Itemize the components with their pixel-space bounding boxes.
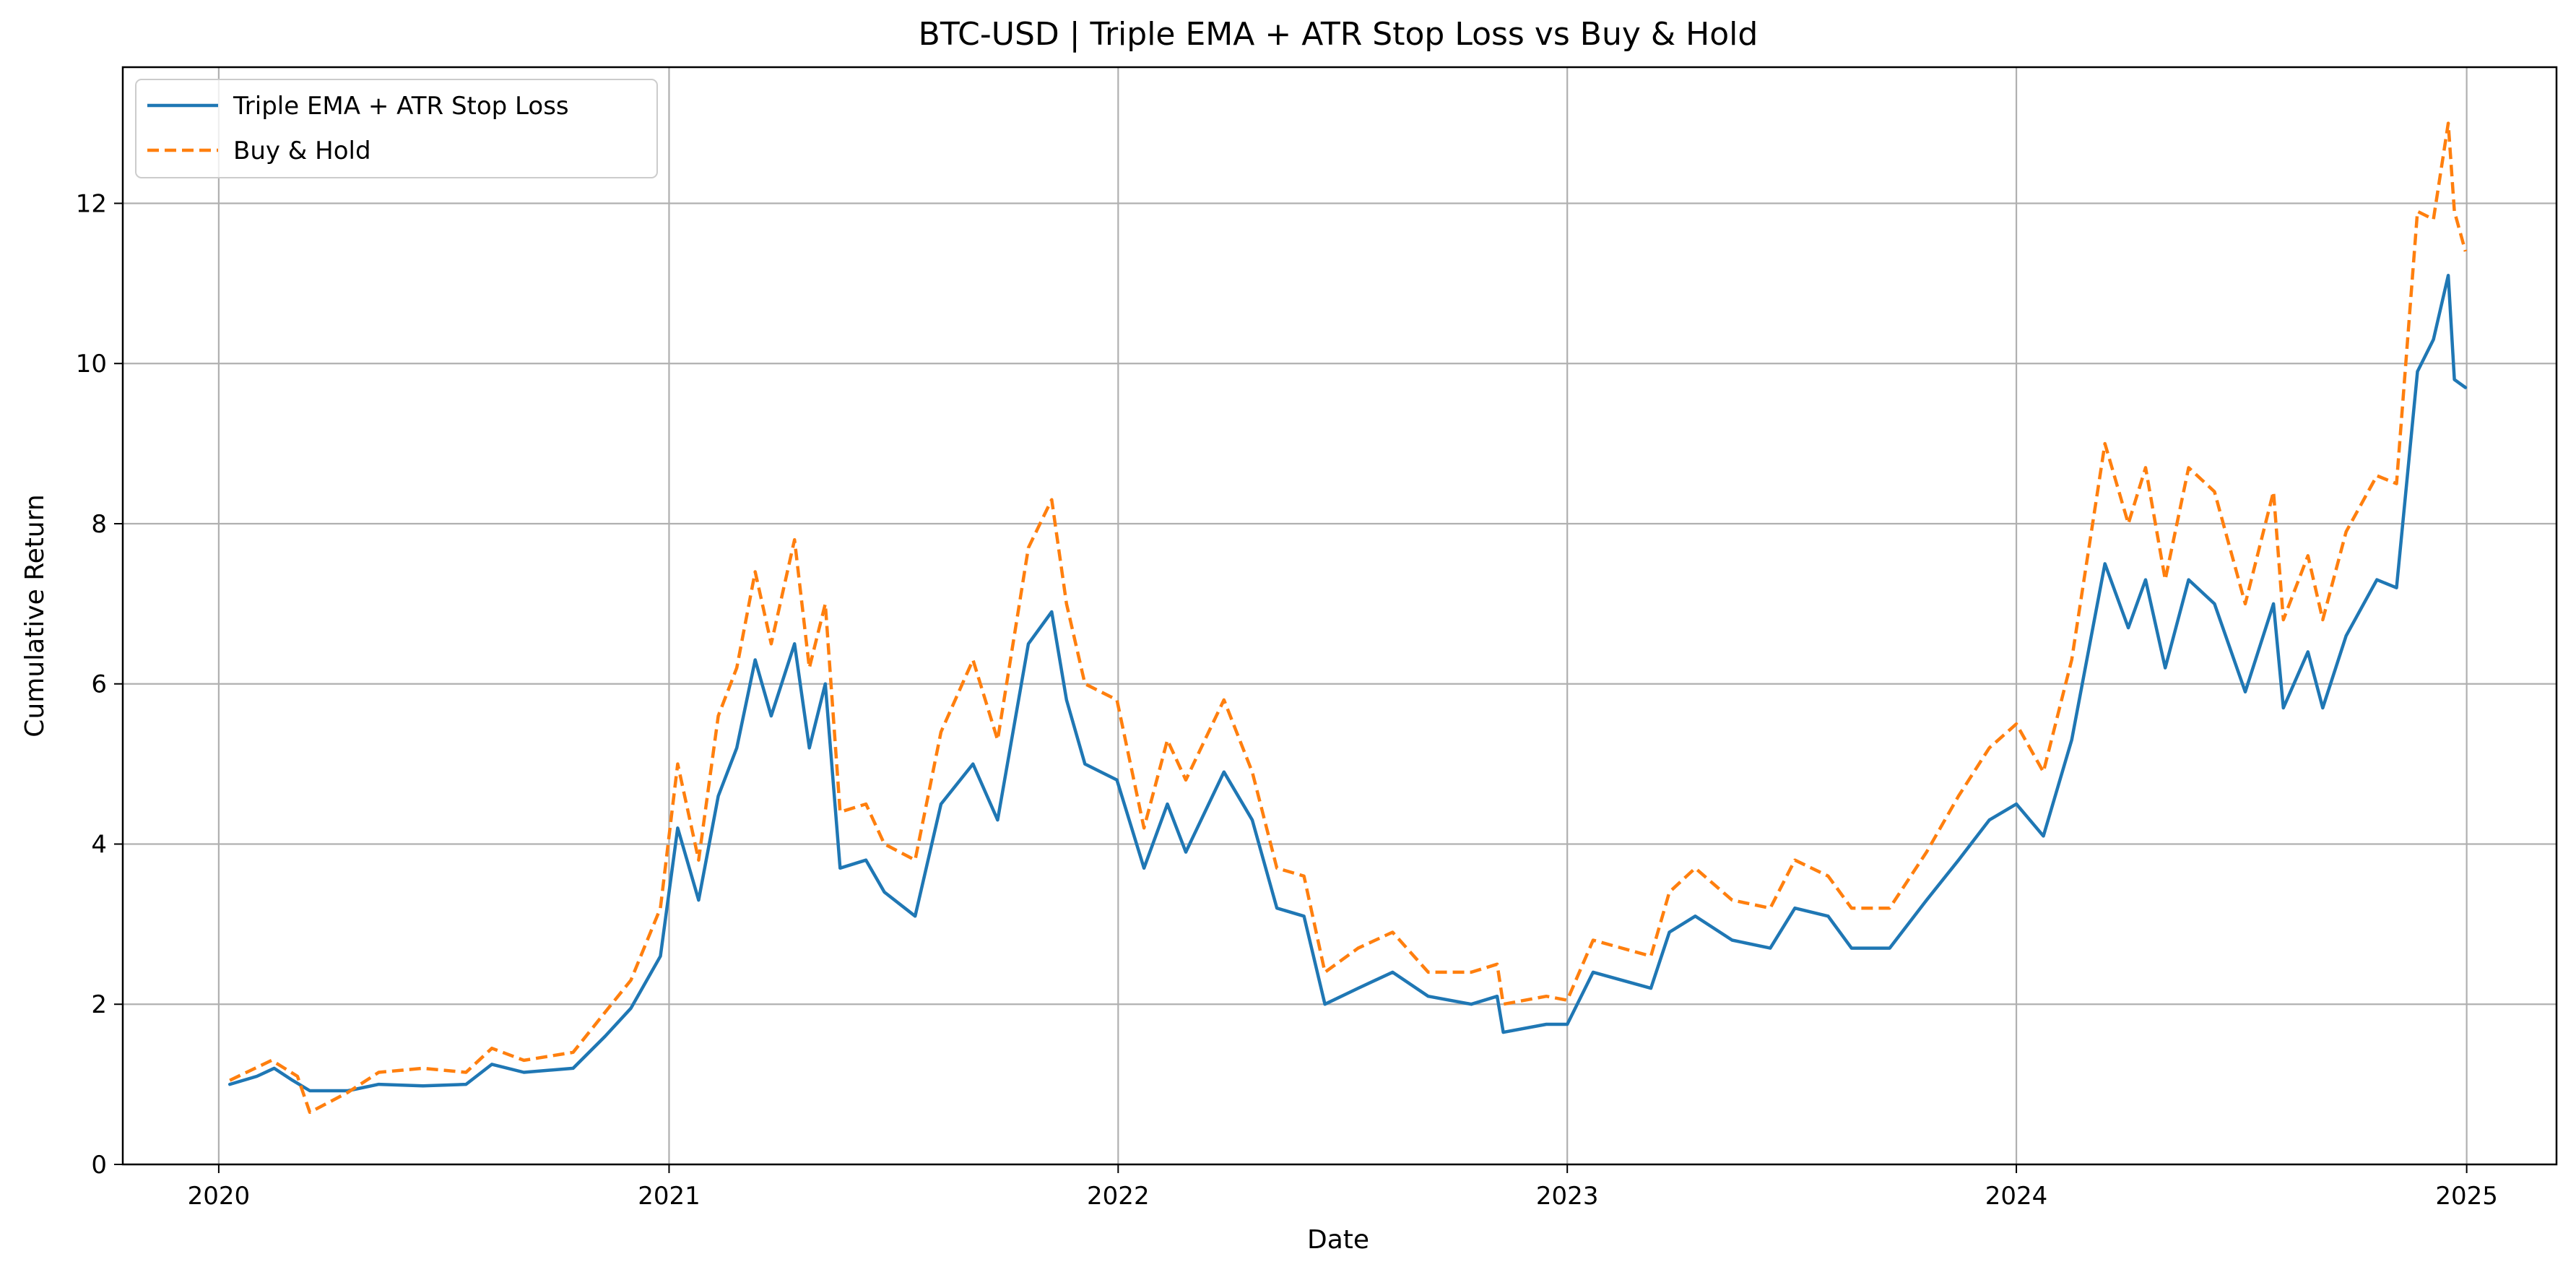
legend-label: Buy & Hold: [233, 137, 371, 165]
x-tick-label: 2021: [638, 1182, 701, 1211]
x-tick-label: 2023: [1536, 1182, 1599, 1211]
x-tick-label: 2025: [2435, 1182, 2498, 1211]
y-tick-label: 6: [91, 670, 107, 699]
y-axis-label: Cumulative Return: [20, 494, 50, 737]
y-tick-label: 0: [91, 1151, 107, 1180]
x-axis-label: Date: [1307, 1225, 1369, 1255]
series-lines: [227, 121, 2468, 1115]
y-tick-label: 10: [76, 350, 107, 379]
x-tick-label: 2024: [1985, 1182, 2048, 1211]
x-tick-label: 2020: [188, 1182, 251, 1211]
legend-label: Triple EMA + ATR Stop Loss: [233, 92, 569, 121]
x-tick-label: 2022: [1087, 1182, 1150, 1211]
y-tick-label: 2: [91, 990, 107, 1019]
y-tick-label: 8: [91, 510, 107, 539]
chart-title: BTC-USD | Triple EMA + ATR Stop Loss vs …: [919, 16, 1758, 53]
legend: Triple EMA + ATR Stop Loss Buy & Hold: [135, 79, 658, 178]
y-tick-label: 12: [76, 189, 107, 218]
y-tick-label: 4: [91, 830, 107, 859]
buy-hold-series-line: [229, 121, 2468, 1115]
strategy-series-line: [227, 274, 2468, 1093]
axis-ticks: 2020 2021 2022 2023 2024 2025 0 2 4 6 8 10 12: [76, 189, 2498, 1211]
legend-box: [135, 79, 658, 178]
plot-frame: [121, 66, 2558, 1166]
